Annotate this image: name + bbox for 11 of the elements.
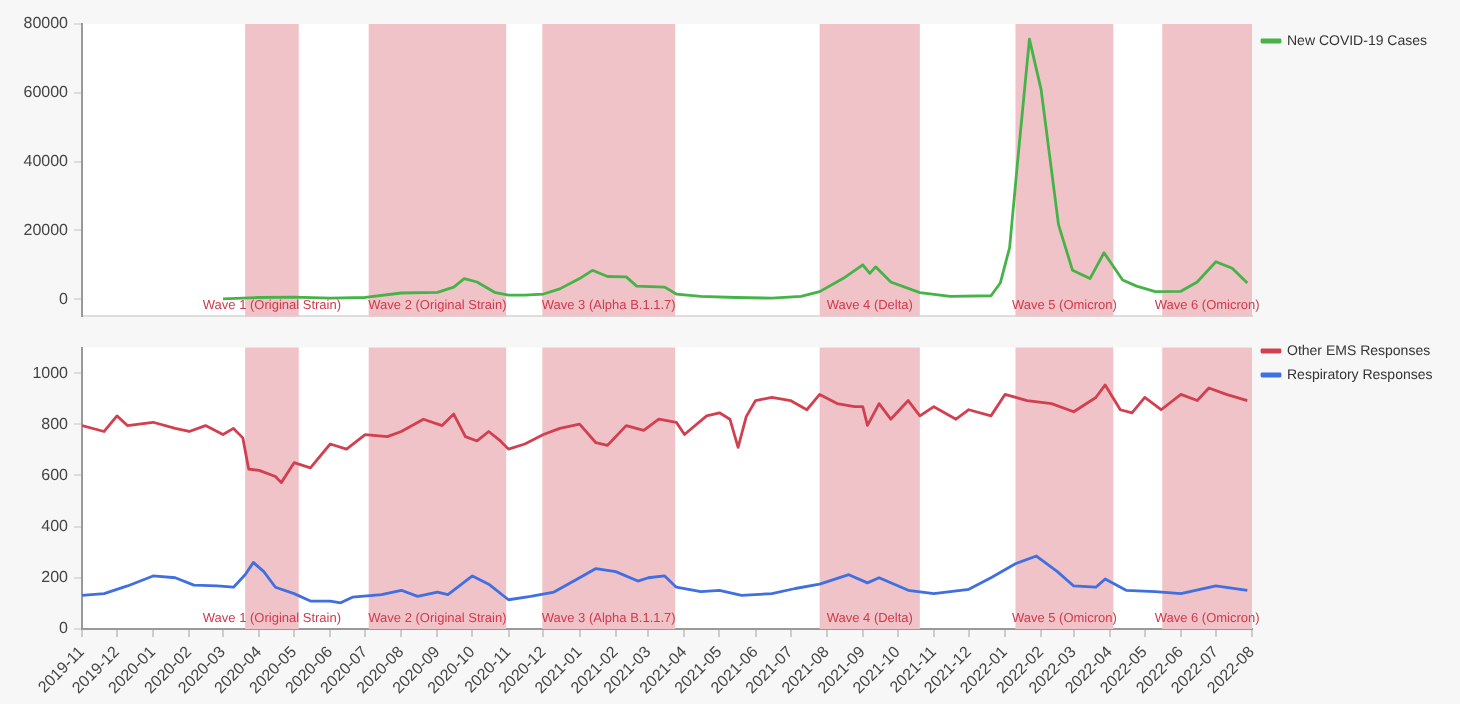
y-tick-label: 600 (41, 465, 70, 484)
y-tick-label: 400 (41, 517, 70, 536)
y-tick-label: 80000 (23, 14, 70, 33)
y-tick-label: 200 (41, 568, 70, 587)
y-tick-label: 60000 (23, 83, 70, 102)
y-tick-label: 20000 (23, 220, 70, 239)
y-tick-label: 800 (41, 414, 70, 433)
y-tick-label: 0 (59, 289, 70, 308)
y-tick-label: 0 (59, 619, 70, 638)
y-tick-label: 1000 (32, 363, 70, 382)
y-tick-label: 40000 (23, 152, 70, 171)
